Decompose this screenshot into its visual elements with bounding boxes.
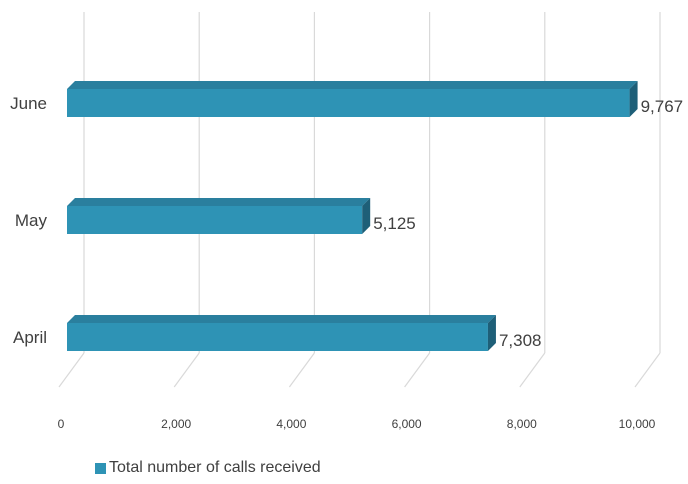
floor-gridline	[288, 352, 315, 388]
bar-top-face	[67, 198, 371, 206]
bar-top-face	[67, 315, 496, 323]
gridlines	[58, 12, 661, 388]
bar	[67, 323, 488, 351]
category-label: June	[10, 94, 47, 113]
bar	[67, 206, 363, 234]
bar-side-face	[629, 81, 638, 117]
bar-side-face	[487, 315, 496, 351]
x-tick-label: 10,000	[619, 417, 656, 431]
data-label: 9,767	[641, 97, 684, 116]
data-label: 7,308	[499, 331, 542, 350]
floor-gridline	[634, 352, 661, 388]
bar-top-face	[67, 81, 638, 89]
floor-gridline	[173, 352, 200, 388]
x-tick-label: 2,000	[161, 417, 191, 431]
bar	[67, 89, 630, 117]
data-label: 5,125	[373, 214, 416, 233]
category-label: May	[15, 211, 48, 230]
category-label: April	[13, 328, 47, 347]
bars	[67, 81, 638, 351]
value-labels: 9,767 5,125 7,308	[373, 97, 683, 350]
legend-swatch	[95, 462, 106, 474]
x-tick-label: 8,000	[507, 417, 537, 431]
x-tick-label: 6,000	[392, 417, 422, 431]
legend-label: Total number of calls received	[109, 459, 321, 476]
bar-side-face	[362, 198, 371, 234]
floor-gridline	[58, 352, 85, 388]
x-tick-labels: 0 2,000 4,000 6,000 8,000 10,000	[58, 417, 656, 431]
floor-gridline	[404, 352, 431, 388]
category-labels: June May April	[10, 94, 47, 347]
legend: Total number of calls received	[95, 459, 321, 477]
x-tick-label: 0	[58, 417, 65, 431]
floor-gridline	[519, 352, 546, 388]
x-tick-label: 4,000	[276, 417, 306, 431]
